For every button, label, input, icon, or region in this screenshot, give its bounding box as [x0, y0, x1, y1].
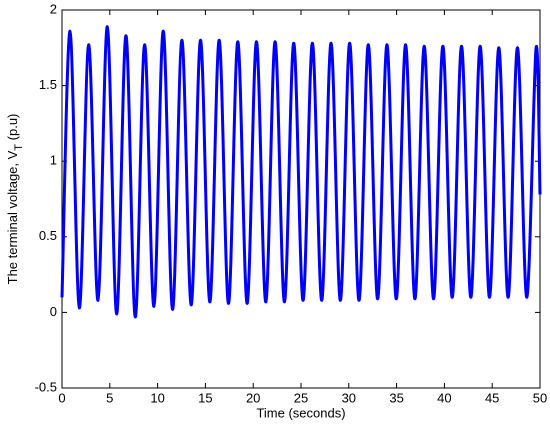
x-tick-label: 40	[437, 390, 451, 405]
y-tick-label: 0	[50, 304, 57, 319]
y-tick-label: -0.5	[35, 379, 57, 394]
y-axis-label: The terminal voltage, VT (p.u)	[5, 114, 24, 285]
y-label-tail: (p.u)	[5, 114, 20, 144]
x-tick-label: 35	[389, 390, 403, 405]
x-tick-label: 45	[485, 390, 499, 405]
y-label-sub: T	[13, 144, 25, 151]
x-tick-label: 15	[198, 390, 212, 405]
x-tick-label: 10	[150, 390, 164, 405]
x-axis-label: Time (seconds)	[256, 405, 345, 420]
x-tick-label: 50	[533, 390, 547, 405]
x-tick-label: 5	[106, 390, 113, 405]
y-label-main: The terminal voltage, V	[5, 150, 20, 284]
y-tick-label: 0.5	[39, 228, 57, 243]
x-tick-label: 0	[58, 390, 65, 405]
y-tick-label: 1	[50, 153, 57, 168]
x-tick-label: 25	[294, 390, 308, 405]
x-tick-label: 30	[342, 390, 356, 405]
data-line	[60, 25, 542, 319]
y-tick-label: 2	[50, 1, 57, 16]
y-tick-label: 1.5	[39, 77, 57, 92]
x-tick-label: 20	[246, 390, 260, 405]
